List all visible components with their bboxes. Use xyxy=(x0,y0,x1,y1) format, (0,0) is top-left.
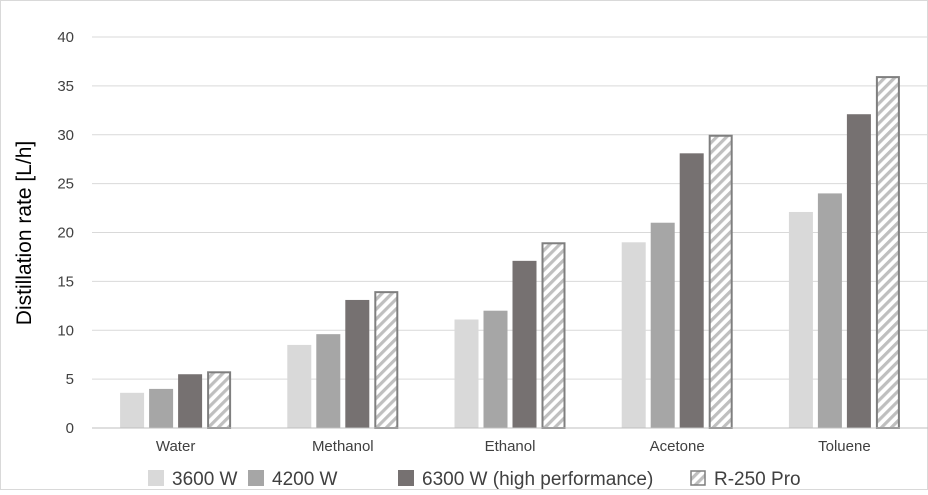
y-tick-label: 35 xyxy=(57,78,74,95)
legend-swatch xyxy=(148,470,164,486)
legend-label: 3600 W xyxy=(172,469,238,490)
bar xyxy=(374,291,399,429)
bar xyxy=(207,371,232,429)
bar xyxy=(679,153,704,428)
legend-label: 6300 W (high performance) xyxy=(422,469,653,490)
bar xyxy=(541,242,566,429)
y-tick-label: 25 xyxy=(57,176,74,193)
y-axis-ticks: 0 5 10 15 20 25 30 35 40 xyxy=(57,29,74,437)
bar xyxy=(846,114,871,428)
y-tick-label: 0 xyxy=(66,420,74,437)
bar xyxy=(875,76,900,429)
legend-label: R-250 Pro xyxy=(714,469,801,490)
legend-label: 4200 W xyxy=(272,469,338,490)
x-tick-label: Ethanol xyxy=(485,438,536,455)
legend-swatch xyxy=(690,470,706,486)
bar xyxy=(650,222,675,428)
bar xyxy=(120,392,145,428)
gridlines xyxy=(92,36,928,380)
bar xyxy=(788,211,813,428)
bar xyxy=(287,344,312,428)
y-axis-label: Distillation rate [L/h] xyxy=(13,141,36,325)
y-tick-label: 40 xyxy=(57,29,74,46)
bars xyxy=(120,76,900,429)
bar xyxy=(512,260,537,428)
bar xyxy=(178,374,203,428)
y-tick-label: 5 xyxy=(66,371,74,388)
y-tick-label: 15 xyxy=(57,273,74,290)
legend: 3600 W 4200 W 6300 W (high performance) R-2… xyxy=(148,469,801,490)
x-tick-label: Methanol xyxy=(312,438,374,455)
bar xyxy=(316,334,341,428)
legend-swatch xyxy=(248,470,264,486)
x-tick-label: Water xyxy=(156,438,195,455)
y-tick-label: 20 xyxy=(57,225,74,242)
bar xyxy=(345,299,370,428)
bar xyxy=(621,242,646,428)
bar xyxy=(817,193,842,428)
bar xyxy=(483,310,508,428)
bar xyxy=(149,388,174,428)
x-tick-label: Acetone xyxy=(650,438,705,455)
x-tick-label: Toluene xyxy=(818,438,871,455)
y-tick-label: 30 xyxy=(57,127,74,144)
bar xyxy=(708,134,733,429)
bar xyxy=(454,319,479,428)
y-tick-label: 10 xyxy=(57,322,74,339)
x-axis: Water Methanol Ethanol Acetone Toluene xyxy=(92,427,928,455)
legend-swatch xyxy=(398,470,414,486)
